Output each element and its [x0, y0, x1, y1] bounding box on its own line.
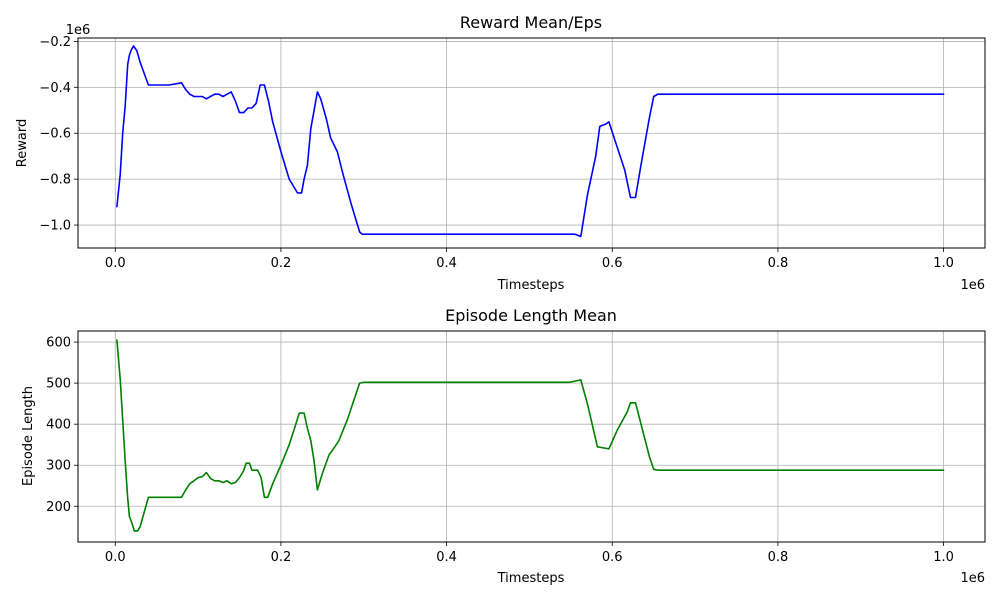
episode-length-x-tick-label: 0.8 — [768, 550, 789, 565]
reward-series — [116, 45, 945, 238]
episode-length-plot-area — [77, 330, 986, 543]
reward-ticks: 0.0 0.2 0.4 0.6 0.8 1.0 −1.0 −0.8 −0.6 −0.4 −0.2 — [39, 35, 954, 271]
reward-x-tick-label: 0.2 — [271, 256, 292, 271]
reward-x-tick-label: 0.8 — [768, 256, 789, 271]
reward-x-tick-label: 0.0 — [105, 256, 126, 271]
episode-length-x-tick-label: 0.6 — [602, 550, 623, 565]
episode-length-x-offset-label: 1e6 — [960, 571, 985, 586]
reward-y-tick-label: −0.4 — [39, 81, 71, 96]
reward-x-offset-label: 1e6 — [960, 278, 985, 293]
reward-x-tick-label: 0.4 — [436, 256, 457, 271]
reward-plot-area — [77, 37, 986, 249]
episode-length-x-tick-label: 0.4 — [436, 550, 457, 565]
reward-x-axis-label: Timesteps — [497, 278, 565, 293]
reward-grid — [78, 38, 985, 248]
reward-chart-title: Reward Mean/Eps — [460, 13, 602, 32]
episode-length-y-axis-label: Episode Length — [21, 386, 36, 486]
episode-length-y-tick-label: 500 — [46, 377, 71, 392]
episode-length-y-tick-label: 600 — [46, 336, 71, 351]
reward-x-tick-label: 1.0 — [933, 256, 954, 271]
reward-y-tick-label: −1.0 — [39, 219, 71, 234]
episode-length-x-axis-label: Timesteps — [497, 571, 565, 586]
reward-x-tick-label: 0.6 — [602, 256, 623, 271]
episode-length-series-line — [116, 339, 945, 532]
episode-length-ticks: 0.0 0.2 0.4 0.6 0.8 1.0 200 300 400 500 600 — [46, 336, 954, 565]
episode-length-x-tick-label: 1.0 — [933, 550, 954, 565]
episode-length-chart: Episode Length Mean 0.0 0.2 0.4 0.6 0.8 1.0 20… — [21, 306, 986, 586]
reward-y-tick-label: −0.2 — [39, 35, 71, 50]
reward-y-axis-label: Reward — [15, 119, 30, 167]
episode-length-y-tick-label: 300 — [46, 459, 71, 474]
episode-length-chart-title: Episode Length Mean — [445, 306, 617, 325]
reward-y-tick-label: −0.8 — [39, 173, 71, 188]
episode-length-x-tick-label: 0.0 — [105, 550, 126, 565]
episode-length-x-tick-label: 0.2 — [271, 550, 292, 565]
episode-length-y-tick-label: 200 — [46, 500, 71, 515]
episode-length-grid — [78, 331, 985, 542]
episode-length-y-tick-label: 400 — [46, 418, 71, 433]
reward-chart: Reward Mean/Eps 0.0 0.2 0.4 0.6 0.8 1.0 −1.0 −0… — [15, 13, 986, 293]
reward-y-offset-label: 1e6 — [66, 23, 91, 38]
episode-length-series — [116, 339, 945, 532]
reward-series-line — [116, 45, 945, 238]
reward-y-tick-label: −0.6 — [39, 127, 71, 142]
